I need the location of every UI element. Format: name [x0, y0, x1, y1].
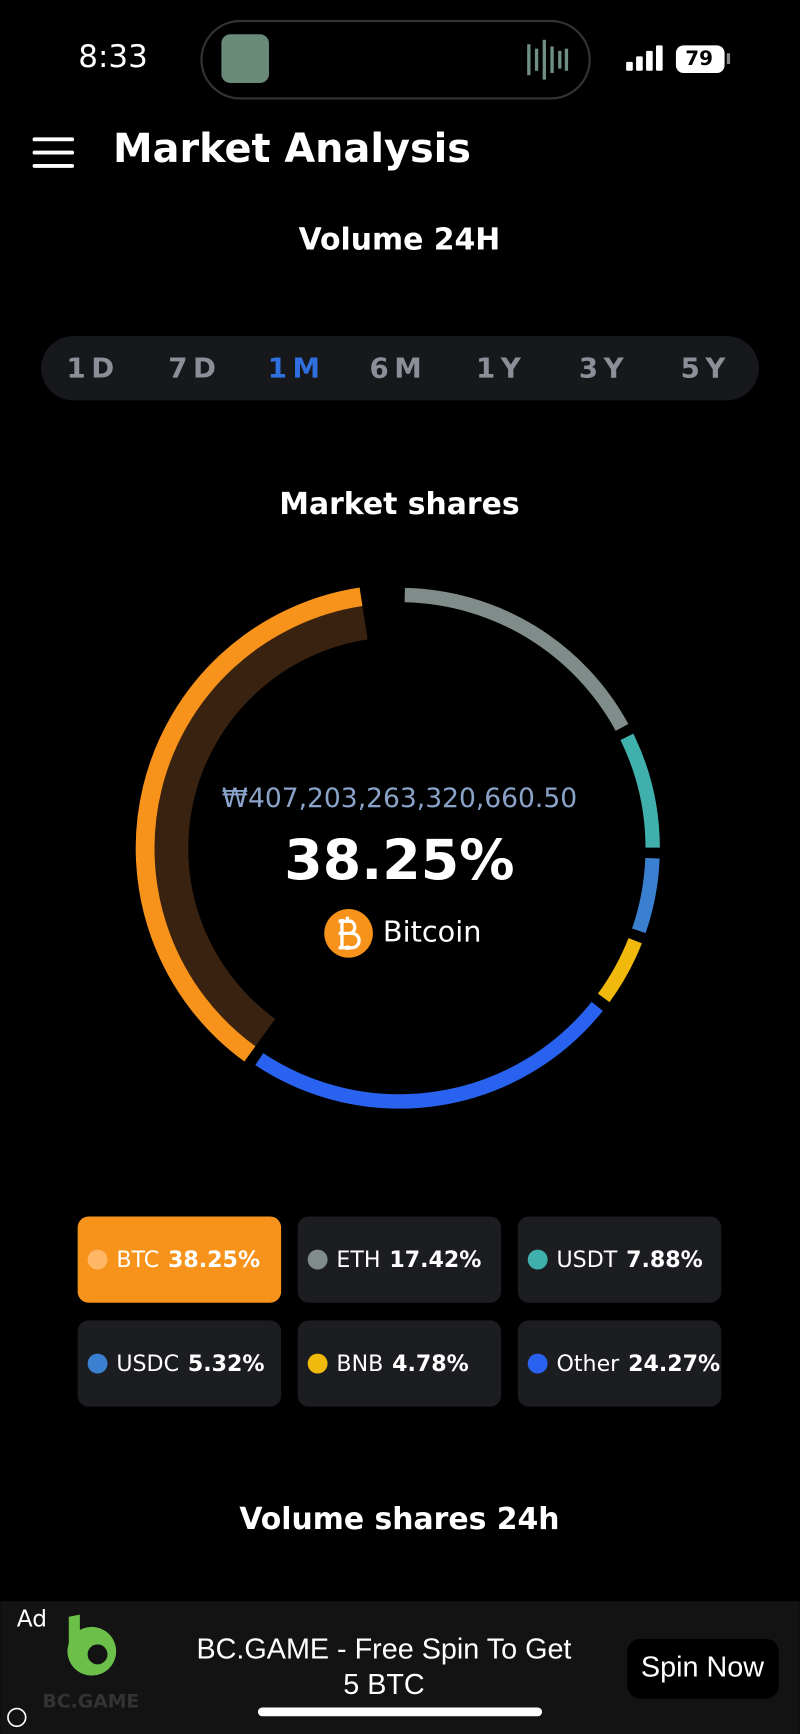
- legend-dot: [307, 1353, 328, 1374]
- center-amount: ₩407,203,263,320,660.50: [222, 783, 577, 814]
- legend-dot: [527, 1249, 548, 1270]
- period-options: 1D 7D 1M 6M 1Y 3Y 5Y: [67, 351, 731, 384]
- legend-dot: [87, 1353, 108, 1374]
- legend-chip[interactable]: [517, 1216, 722, 1303]
- center-share: 38.25%: [284, 829, 514, 893]
- ad-text-line: BC.GAME - Free Spin To Get: [196, 1634, 571, 1666]
- dynamic-island: [200, 19, 591, 100]
- legend-value: 17.42%: [389, 1247, 481, 1273]
- ad-label: Ad: [17, 1606, 47, 1633]
- menu-button[interactable]: [32, 137, 75, 168]
- status-time: 8:33: [78, 39, 148, 75]
- period-option[interactable]: 3Y: [579, 351, 629, 384]
- legend-name: USDC: [116, 1351, 179, 1377]
- ad-logo-eye: [87, 1644, 108, 1665]
- ad-button[interactable]: [627, 1638, 779, 1699]
- media-thumbnail: [221, 34, 269, 83]
- legend-chip[interactable]: [517, 1320, 722, 1407]
- page-title: Market Analysis: [113, 126, 471, 172]
- period-option[interactable]: 1Y: [476, 351, 526, 384]
- section-title: Volume shares 24h: [239, 1502, 559, 1537]
- bitcoin-glyph: [338, 916, 361, 950]
- legend-name: Other: [556, 1351, 620, 1377]
- donut-segment: [597, 937, 642, 1003]
- period-selector: [41, 336, 759, 401]
- legend-chip[interactable]: [77, 1320, 282, 1407]
- battery-level: 79: [685, 47, 713, 70]
- volume-title: Volume 24H: [299, 223, 501, 258]
- ad-info-icon[interactable]: [7, 1707, 27, 1728]
- ad-text-line: 5 BTC: [343, 1669, 424, 1701]
- donut-segment-highlight: [152, 604, 368, 1048]
- legend-name: USDT: [556, 1247, 617, 1273]
- ad-button-label[interactable]: Spin Now: [641, 1651, 764, 1683]
- legend-chip[interactable]: [297, 1216, 502, 1303]
- legend-dot: [307, 1249, 328, 1270]
- battery-tip: [726, 53, 731, 65]
- battery-icon: [675, 45, 725, 73]
- legend-value: 38.25%: [168, 1247, 260, 1273]
- legend-value: 5.32%: [188, 1351, 265, 1377]
- donut-segment: [135, 587, 363, 1062]
- legend-value: 4.78%: [392, 1351, 469, 1377]
- donut-segment: [632, 857, 660, 934]
- signal-icon: [626, 45, 663, 71]
- legend-chip[interactable]: [77, 1216, 282, 1303]
- audio-wave: [527, 39, 569, 80]
- period-option[interactable]: 1D: [67, 351, 120, 384]
- donut-segment: [404, 587, 629, 731]
- legend: BTC 38.25% ETH 17.42% USDT 7.88% USDC 5.32% BNB 4…: [77, 1216, 722, 1407]
- center-name: Bitcoin: [383, 914, 482, 948]
- legend-chip[interactable]: [297, 1320, 502, 1407]
- period-option[interactable]: 7D: [168, 351, 221, 384]
- donut-segment: [620, 733, 660, 848]
- legend-name: BTC: [116, 1247, 159, 1273]
- period-option[interactable]: 5Y: [681, 351, 731, 384]
- home-indicator: [257, 1707, 543, 1717]
- legend-dot: [527, 1353, 548, 1374]
- legend-dot: [87, 1249, 108, 1270]
- donut-chart: [135, 587, 660, 1109]
- chart-title: Market shares: [279, 487, 519, 522]
- period-option[interactable]: 1M: [268, 351, 326, 384]
- ad-brand: BC.GAME: [43, 1691, 140, 1712]
- legend-value: 7.88%: [626, 1247, 703, 1273]
- legend-name: ETH: [336, 1247, 380, 1273]
- period-option[interactable]: 6M: [369, 351, 427, 384]
- legend-value: 24.27%: [628, 1351, 720, 1377]
- legend-name: BNB: [336, 1351, 383, 1377]
- donut-segment: [255, 1001, 603, 1109]
